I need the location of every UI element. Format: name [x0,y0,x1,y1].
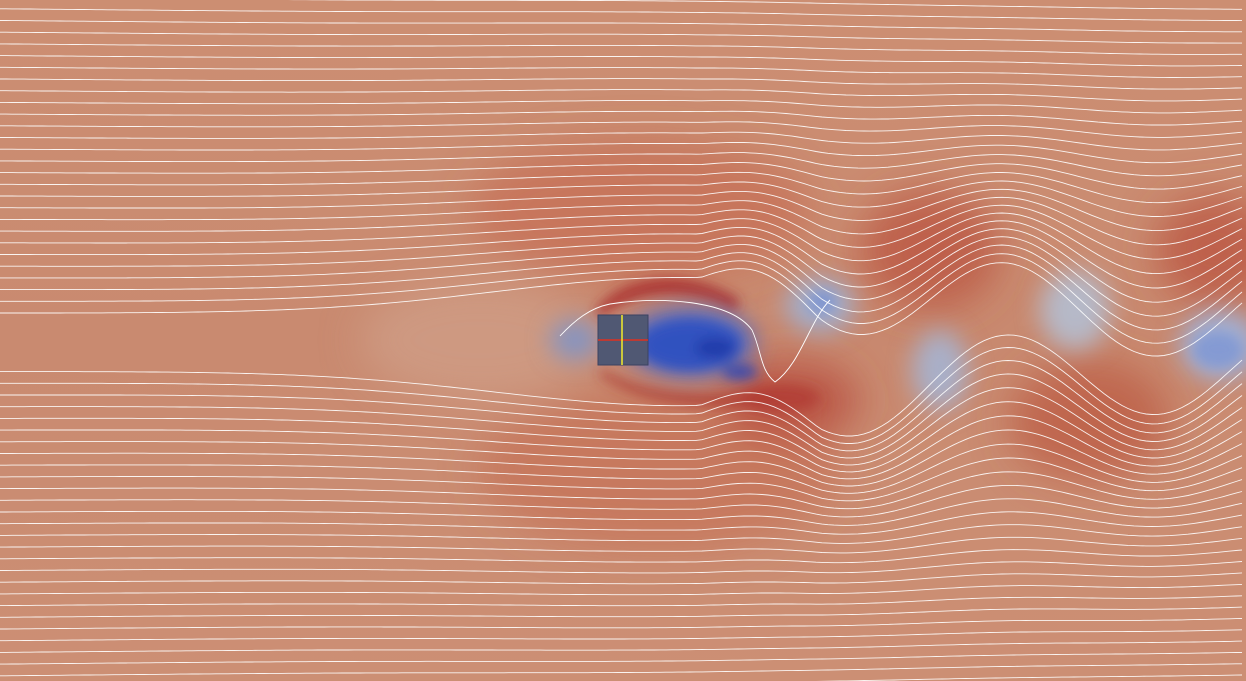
streamline [0,162,1243,190]
streamline [0,142,1243,164]
streamline [0,220,1243,289]
wake-core [640,290,1243,380]
streamline [0,152,1243,177]
streamline [0,640,1243,653]
streamline [0,511,1243,535]
streamline [0,583,1243,596]
square-obstacle[interactable] [597,314,649,366]
streamline [0,20,1242,33]
streamline [0,652,1242,665]
streamline [0,253,1243,344]
streamline [0,212,1243,275]
streamline [0,498,1243,526]
streamline [0,443,1243,494]
streamline [0,347,1243,444]
streamline [812,674,1243,681]
streamline [0,663,1242,677]
streamline [0,228,1243,303]
streamline [278,0,1242,10]
streamline [0,606,1243,618]
streamline [0,131,1243,151]
streamline [0,334,1243,437]
streamline [0,549,1243,564]
streamline [0,572,1243,585]
streamline [0,204,1243,260]
streamline [0,236,1243,317]
streamline [0,536,1243,554]
streamline [0,171,1243,204]
streamline [0,415,1243,480]
streamline [0,78,1243,90]
streamline [0,561,1243,574]
streamline [0,429,1243,487]
streamline [0,244,1243,331]
streamline [0,387,1243,466]
wake-streamline [559,299,831,383]
streamline [0,180,1243,217]
streamline [0,524,1243,544]
streamline [0,100,1243,114]
streamline [0,595,1243,607]
shear-layer-highlights [595,278,820,412]
streamline [0,618,1243,630]
streamline [0,110,1243,126]
streamline [0,196,1243,246]
streamline [0,373,1243,459]
streamline [0,89,1243,102]
velocity-glow-layer [360,140,1246,550]
streamline [0,55,1243,67]
streamline [0,8,1243,22]
streamline [0,360,1243,452]
streamline [0,629,1243,642]
streamline [0,457,1243,502]
streamline [0,66,1243,78]
streamline [0,484,1243,518]
streamline [0,43,1242,55]
streamline [0,262,1243,357]
streamline [0,401,1243,473]
streamline [0,121,1243,138]
streamline [0,31,1242,44]
streamline [0,471,1243,510]
streamline [0,188,1243,232]
